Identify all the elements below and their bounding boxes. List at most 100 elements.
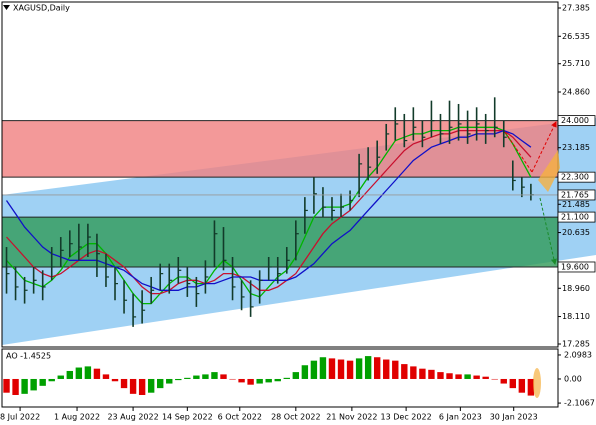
forecast-arrow xyxy=(531,121,557,173)
ao-bar xyxy=(238,378,245,383)
drawings xyxy=(504,121,560,398)
highlight xyxy=(533,368,541,398)
ao-bar xyxy=(39,378,46,386)
ao-bar xyxy=(527,378,535,396)
level-label-box xyxy=(557,261,596,273)
ao-bar xyxy=(428,369,435,379)
ao-bar xyxy=(66,370,74,379)
ao-bar xyxy=(57,375,64,379)
x-tick-label: 8 Jul 2022 xyxy=(0,413,40,422)
ao-bar xyxy=(509,378,516,389)
x-tick-label: 6 Oct 2022 xyxy=(218,413,262,422)
ao-bar xyxy=(93,368,101,379)
ao-bar xyxy=(401,364,408,379)
ao-bar xyxy=(247,378,254,385)
ao-bar xyxy=(437,372,444,379)
forecast-area xyxy=(538,150,560,192)
ao-bar xyxy=(491,378,498,380)
ao-bar xyxy=(211,372,218,379)
ao-bar xyxy=(202,374,209,379)
marks xyxy=(2,97,558,396)
forecast-arrow xyxy=(504,131,533,173)
ao-bar xyxy=(12,378,19,395)
y-tick-label: 2.0983 xyxy=(564,350,592,359)
x-tick-label: 30 Jan 2023 xyxy=(490,413,538,422)
ao-bar xyxy=(175,378,182,381)
ao-bar xyxy=(455,374,462,379)
y-tick-label: 25.710 xyxy=(562,59,590,68)
y-tick-label: 20.635 xyxy=(562,228,590,237)
ao-bar xyxy=(464,374,471,379)
ao-bar xyxy=(265,378,272,383)
level-label-box xyxy=(557,171,596,183)
menu-icon xyxy=(3,5,10,10)
level-label-box xyxy=(557,115,596,127)
ao-bar xyxy=(410,366,417,379)
y-tick-label: 24.860 xyxy=(562,88,590,97)
ao-bar xyxy=(346,360,354,379)
ao-title: AO -1.4525 xyxy=(6,352,51,361)
ao-bar xyxy=(138,378,146,395)
ao-bar xyxy=(30,378,37,391)
moving-average xyxy=(5,129,532,291)
y-tick-label: 27.385 xyxy=(562,4,590,13)
y-tick-label: 18.960 xyxy=(562,284,590,293)
x-tick-label: 23 Aug 2022 xyxy=(107,413,158,422)
x-tick-label: 1 Aug 2022 xyxy=(54,413,100,422)
ao-bar xyxy=(48,378,55,382)
price-zone xyxy=(2,120,558,178)
forecast-arrow xyxy=(539,197,557,265)
ao-bar xyxy=(301,365,309,379)
x-tick-label: 13 Dec 2022 xyxy=(381,413,432,422)
current-price-box xyxy=(557,189,596,201)
ao-bar xyxy=(383,359,390,379)
ao-bar xyxy=(220,374,227,379)
ao-bar xyxy=(319,357,327,379)
ao-bar xyxy=(446,373,453,379)
y-tick-label: 23.185 xyxy=(562,143,590,152)
y-tick-label: 0.00 xyxy=(564,374,582,383)
ao-bar xyxy=(120,378,128,389)
level-label-box xyxy=(557,211,596,223)
ao-bar xyxy=(229,378,236,380)
ao-bar xyxy=(75,367,83,379)
level-label: 21.100 xyxy=(561,213,589,222)
y-tick-label: 26.535 xyxy=(562,32,590,41)
ao-bar xyxy=(518,378,526,393)
ao-bar xyxy=(373,357,381,379)
ao-bar xyxy=(193,375,200,379)
y-tick-label: 17.285 xyxy=(562,340,590,349)
y-tick-label: 21.485 xyxy=(562,200,590,209)
ao-bar xyxy=(283,377,290,379)
moving-average xyxy=(6,126,532,305)
ao-bar xyxy=(102,374,110,379)
ao-bar xyxy=(84,366,92,379)
ao-bar xyxy=(256,378,263,384)
ao-bar xyxy=(419,368,426,379)
ao-frame xyxy=(1,348,559,408)
moving-average xyxy=(6,129,532,295)
ao-bar xyxy=(111,378,119,382)
level-label: 22.300 xyxy=(561,173,589,182)
ao-bar xyxy=(157,378,164,389)
ao-bar xyxy=(392,360,399,379)
ao-bar xyxy=(129,378,137,394)
level-label: 24.000 xyxy=(561,116,589,125)
ao-bar xyxy=(473,375,480,379)
y-tick-label: -2.1067 xyxy=(564,399,595,408)
level-label: 19.600 xyxy=(561,262,589,271)
ao-bar xyxy=(184,377,191,379)
ao-bar xyxy=(337,359,345,379)
ao-bar xyxy=(500,378,507,384)
ao-bar xyxy=(274,378,281,382)
ao-bar xyxy=(310,360,318,379)
x-tick-label: 28 Oct 2022 xyxy=(271,413,320,422)
ao-bar xyxy=(364,356,372,379)
ao-bar xyxy=(3,378,10,393)
ao-bar xyxy=(355,358,363,379)
ao-bar xyxy=(21,378,28,394)
ao-bar xyxy=(328,358,336,379)
x-tick-label: 21 Nov 2022 xyxy=(326,413,377,422)
ao-bar xyxy=(166,378,173,384)
y-tick-label: 18.110 xyxy=(562,312,590,321)
